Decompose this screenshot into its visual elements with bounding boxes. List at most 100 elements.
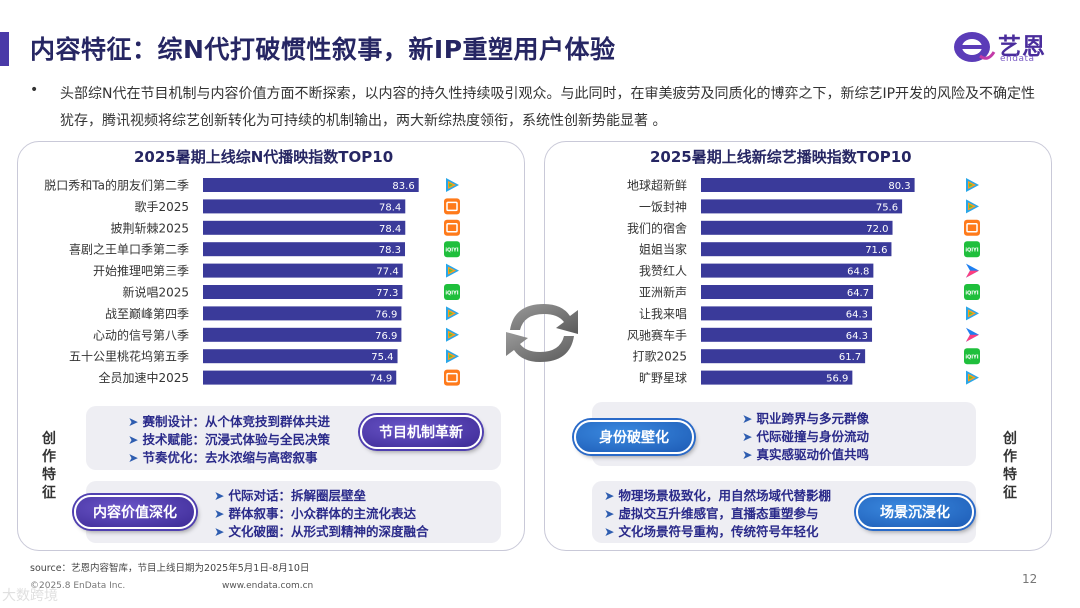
- page-number: 12: [1022, 572, 1038, 586]
- website: www.endata.com.cn: [222, 581, 314, 591]
- bar: [701, 242, 892, 257]
- copyright: ©2025.8 EnData Inc.: [30, 581, 126, 591]
- category-label: 姐姐当家: [639, 242, 687, 257]
- bar-value-label: 64.8: [847, 267, 869, 278]
- bar: [203, 306, 402, 321]
- bar: [701, 306, 873, 321]
- page-title: 内容特征：综N代打破惯性叙事，新IP重塑用户体验: [30, 35, 616, 64]
- right-box2-item: ➤ 物理场景极致化，用自然场域代替影棚: [604, 488, 831, 503]
- bar-value-label: 72.0: [866, 224, 888, 235]
- bar: [701, 349, 866, 364]
- mango-tv-icon-screen: [446, 223, 458, 233]
- left-side-label: 创作特征: [42, 431, 56, 501]
- category-label: 战至巅峰第四季: [105, 307, 189, 321]
- iqiyi-icon-text: iQIYI: [965, 355, 978, 361]
- category-label: 五十公里桃花坞第五季: [69, 349, 189, 364]
- left-box2-item: ➤ 代际对话：拆解圈层壁垒: [214, 488, 366, 503]
- right-box2-item: ➤ 文化场景符号重构，传统符号年轻化: [604, 524, 819, 539]
- category-label: 披荆斩棘2025: [110, 221, 189, 235]
- tencent-video-icon-inner: [969, 183, 973, 187]
- bar-value-label: 78.4: [379, 224, 401, 235]
- category-label: 风驰赛车手: [627, 327, 687, 342]
- pill-content-value: 内容价值深化: [74, 495, 196, 529]
- category-label: 一饭封神: [639, 200, 687, 214]
- iqiyi-icon: [964, 241, 980, 258]
- bar: [203, 220, 406, 235]
- left-box1-item: ➤ 赛制设计：从个体竞技到群体共进: [128, 414, 330, 429]
- bar: [203, 285, 403, 299]
- endata-logo-icon: [954, 32, 996, 62]
- tencent-video-icon-inner: [449, 332, 453, 337]
- left-box1-item: ➤ 节奏优化：去水浓缩与高密叙事: [128, 450, 318, 465]
- left-box1-item: ➤ 技术赋能：沉浸式体验与全民决策: [128, 432, 330, 447]
- tencent-video-icon-inner: [449, 354, 453, 359]
- bar-value-label: 77.3: [376, 288, 398, 299]
- category-label: 歌手2025: [134, 199, 189, 214]
- bar-value-label: 75.6: [876, 202, 898, 213]
- bar-value-label: 76.9: [375, 309, 397, 320]
- pill-identity-breaking: 身份破壁化: [574, 420, 694, 454]
- iqiyi-icon: [964, 284, 980, 300]
- right-box1-item: ➤ 代际碰撞与身份流动: [742, 429, 869, 444]
- logo-text: 艺恩: [998, 34, 1046, 60]
- bar-value-label: 77.4: [376, 267, 398, 278]
- right-side-label: 创作特征: [1003, 431, 1017, 501]
- source-note: source：艺恩内容智库，节目上线日期为2025年5月1日-8月10日: [30, 563, 310, 574]
- mango-tv-icon-screen: [446, 372, 458, 383]
- left-box2-item: ➤ 群体叙事：小众群体的主流化表达: [214, 506, 416, 521]
- intro-paragraph: 头部综N代在节目机制与内容价值方面不断探索，以内容的持久性持续吸引观众。与此同时…: [60, 86, 1036, 129]
- category-label: 我赞红人: [639, 263, 687, 278]
- category-label: 脱口秀和Ta的朋友们第二季: [44, 178, 189, 193]
- bar-value-label: 56.9: [826, 374, 848, 385]
- category-label: 亚洲新声: [639, 285, 687, 300]
- bar: [701, 220, 893, 235]
- intro-bullet: •: [30, 82, 39, 98]
- mango-tv-icon-screen: [446, 201, 458, 212]
- youku-icon-accent: [966, 334, 979, 342]
- mango-tv-icon-screen: [966, 223, 978, 233]
- bar-value-label: 74.9: [370, 374, 392, 385]
- bar: [701, 370, 853, 385]
- bar: [203, 178, 419, 192]
- bar-value-label: 64.3: [846, 309, 868, 320]
- bar-value-label: 64.3: [846, 331, 868, 342]
- tencent-video-icon-inner: [449, 311, 453, 316]
- iqiyi-icon-text: iQIYI: [445, 248, 458, 254]
- bar: [203, 327, 402, 342]
- bar: [203, 242, 406, 257]
- bar-value-label: 80.3: [888, 181, 910, 192]
- category-label: 全员加速中2025: [98, 370, 189, 385]
- logo-subtext: endata: [1000, 54, 1035, 64]
- bar: [203, 349, 398, 364]
- bar-value-label: 71.6: [865, 245, 887, 256]
- pill-mechanism-innovation: 节目机制革新: [360, 415, 482, 449]
- iqiyi-icon: [964, 348, 980, 365]
- bar: [701, 178, 915, 192]
- youku-icon-accent: [966, 270, 979, 278]
- iqiyi-icon-text: iQIYI: [965, 248, 978, 254]
- bar-value-label: 78.4: [379, 202, 401, 213]
- category-label: 新说唱2025: [122, 285, 189, 300]
- tencent-video-icon-inner: [969, 375, 973, 380]
- category-label: 地球超新鲜: [627, 178, 687, 193]
- right-box2-item: ➤ 虚拟交互升维感官，直播态重塑参与: [604, 506, 819, 521]
- right-box1-item: ➤ 真实感驱动价值共鸣: [742, 447, 869, 462]
- bar-value-label: 76.9: [375, 331, 397, 342]
- bar-value-label: 83.6: [392, 181, 414, 192]
- tencent-video-icon-inner: [449, 268, 453, 273]
- bar-value-label: 61.7: [839, 352, 861, 363]
- bar: [701, 199, 903, 214]
- bar: [701, 285, 874, 299]
- left-bar-chart: 83.6 脱口秀和Ta的朋友们第二季 78.4 歌手2025 78.4 披荆斩棘2025 7…: [44, 177, 460, 386]
- bar: [701, 327, 873, 342]
- pill-scene-immersion: 场景沉浸化: [856, 495, 974, 529]
- left-box2-item: ➤ 文化破圈：从形式到精神的深度融合: [214, 524, 429, 539]
- iqiyi-icon: [444, 284, 460, 300]
- iqiyi-icon-text: iQIYI: [445, 291, 458, 297]
- category-label: 心动的信号第八季: [93, 327, 189, 342]
- watermark: 大数跨境: [2, 588, 58, 604]
- right-bar-chart: 80.3 地球超新鲜 75.6 一饭封神 72.0 我们的宿舍 71.6 姐姐当家 iQIYI 6…: [627, 177, 980, 386]
- cycle-arrows-icon: [506, 304, 578, 362]
- category-label: 旷野星球: [639, 371, 687, 385]
- bar-value-label: 75.4: [371, 352, 393, 363]
